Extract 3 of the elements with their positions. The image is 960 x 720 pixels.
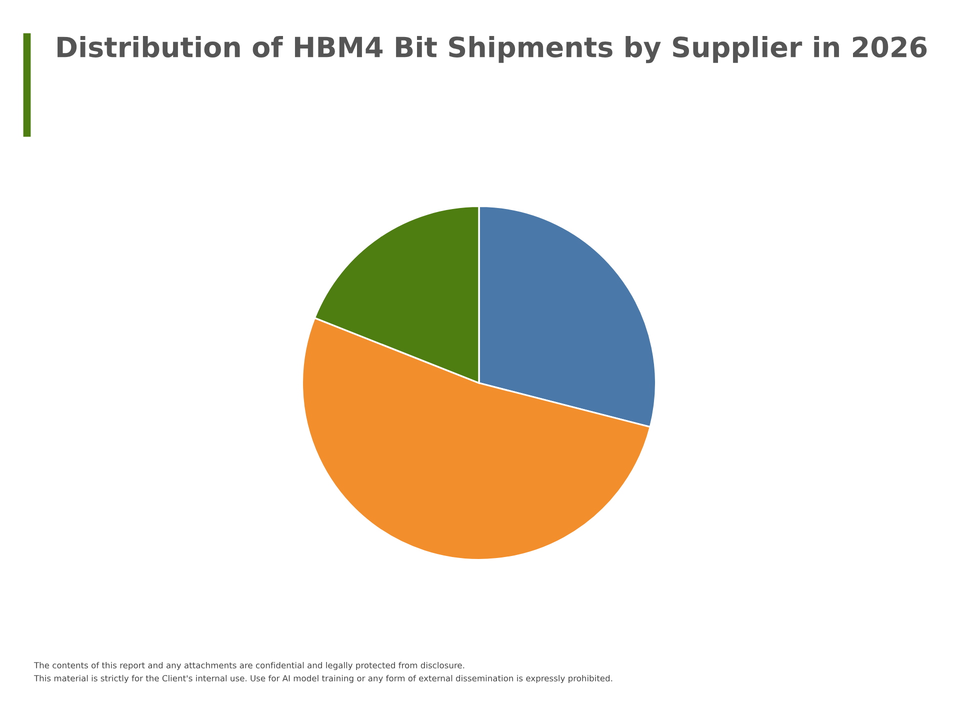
chart-title: Distribution of HBM4 Bit Shipments by Supplier in 2026 <box>58 36 927 64</box>
text: The contents of this report and any attachments are confidential and legally protected from disclosure. <box>34 662 464 670</box>
text: This material is strictly for the Client's internal use. Use for AI model training or any form of external dissemination is expressly prohibited. <box>34 674 612 684</box>
